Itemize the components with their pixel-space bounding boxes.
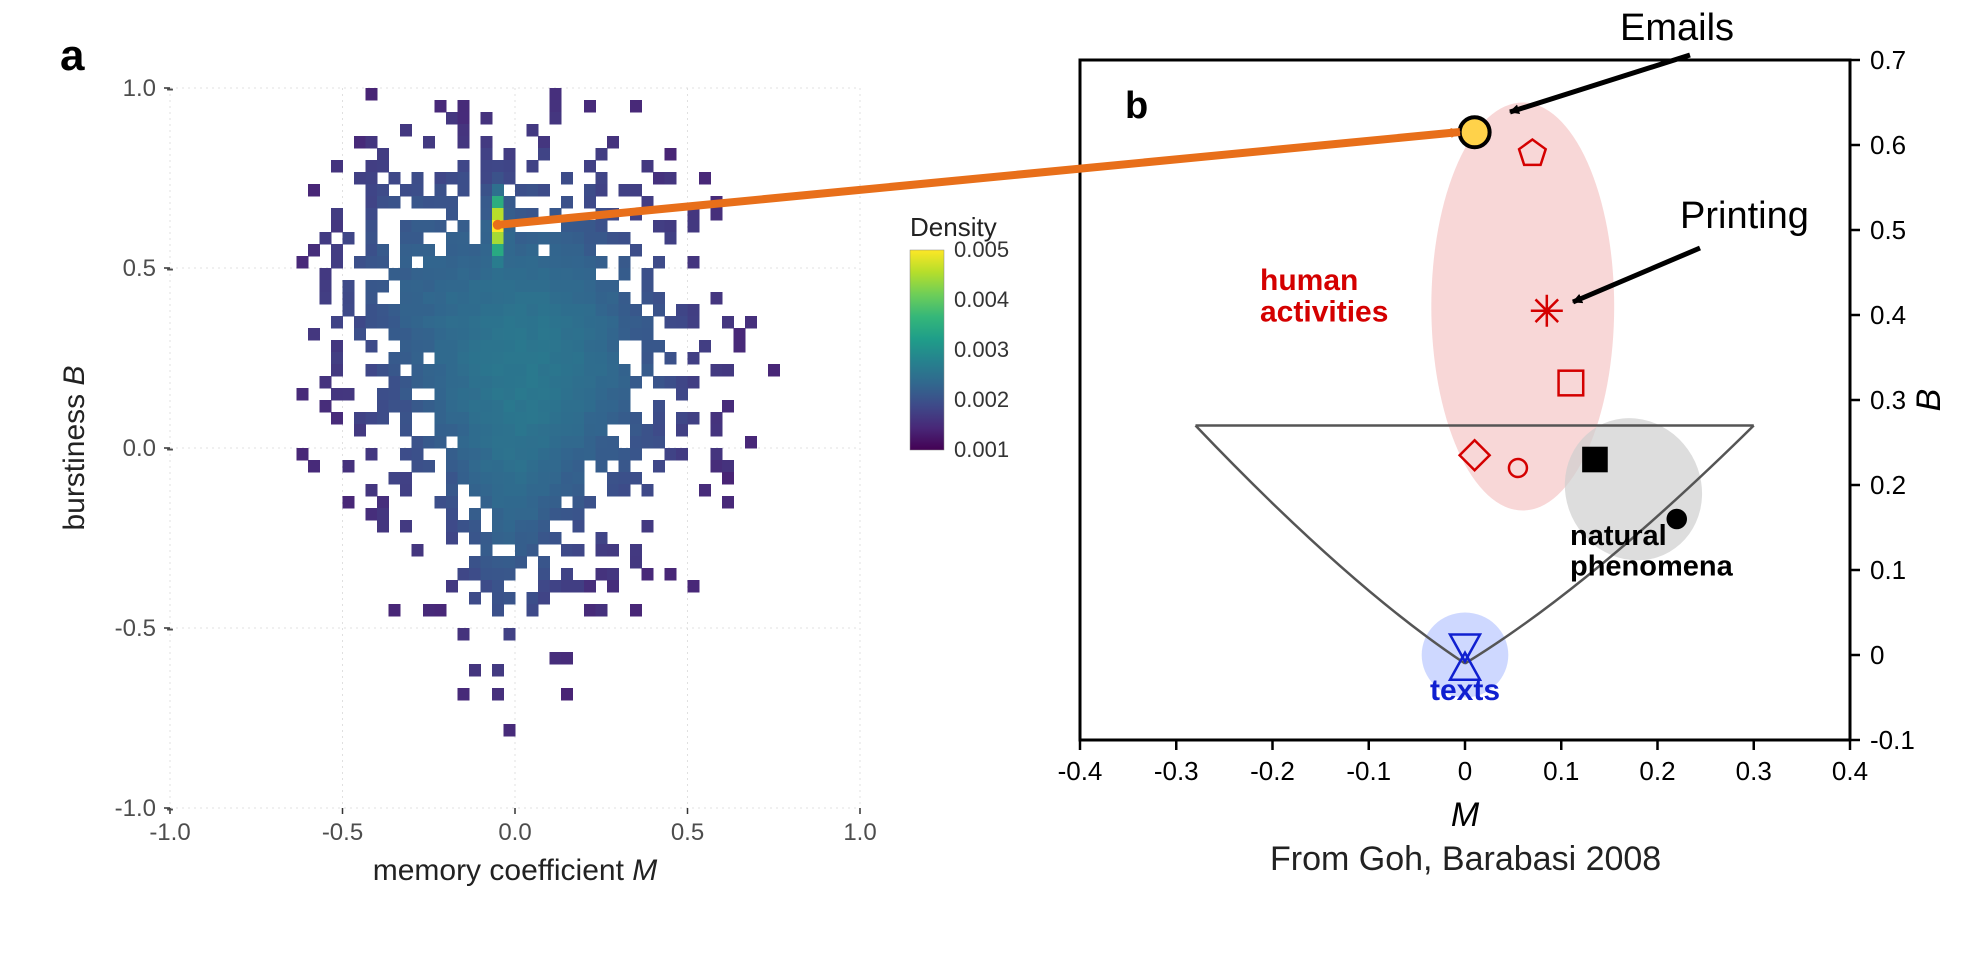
- point-circle-black: [1668, 510, 1686, 528]
- annotation-emails: Emails: [1620, 7, 1734, 49]
- svg-text:0.4: 0.4: [1870, 300, 1906, 330]
- annotation-printing: Printing: [1680, 195, 1809, 237]
- annotation-texts: texts: [1430, 674, 1500, 707]
- svg-text:-0.1: -0.1: [1870, 725, 1915, 755]
- legend-tick: 0.004: [954, 287, 1009, 312]
- svg-text:0.3: 0.3: [1870, 385, 1906, 415]
- legend-tick: 0.002: [954, 387, 1009, 412]
- svg-text:0.5: 0.5: [1870, 215, 1906, 245]
- svg-text:-: -: [166, 255, 174, 282]
- legend-tick: 0.001: [954, 437, 1009, 462]
- svg-text:0.5: 0.5: [123, 255, 156, 282]
- svg-text:0.2: 0.2: [1870, 470, 1906, 500]
- svg-text:-0.2: -0.2: [1250, 756, 1295, 786]
- svg-text:0.0: 0.0: [498, 819, 531, 846]
- panel-b-label: b: [1125, 85, 1148, 127]
- point-square-black: [1583, 448, 1606, 471]
- svg-text:0: 0: [1458, 756, 1472, 786]
- connector-origin: [493, 220, 503, 230]
- panel-a-label: a: [60, 31, 85, 80]
- annotation-natural-phenomena: phenomena: [1570, 550, 1734, 582]
- legend-tick: 0.005: [954, 237, 1009, 262]
- panel-a-xlabel: memory coefficient M: [373, 854, 658, 887]
- figure-svg: a-1.0-0.50.00.51.0-1.0--0.5-0.0-0.5-1.0-…: [0, 0, 1976, 957]
- panel-b-caption: From Goh, Barabasi 2008: [1270, 840, 1661, 878]
- svg-text:-: -: [166, 435, 174, 462]
- svg-text:-0.5: -0.5: [322, 819, 363, 846]
- svg-text:-0.1: -0.1: [1346, 756, 1391, 786]
- svg-text:0.5: 0.5: [671, 819, 704, 846]
- svg-text:0.0: 0.0: [123, 435, 156, 462]
- svg-text:0.7: 0.7: [1870, 45, 1906, 75]
- svg-text:1.0: 1.0: [843, 819, 876, 846]
- annotation-natural-phenomena: natural: [1570, 520, 1667, 552]
- svg-text:-: -: [166, 615, 174, 642]
- svg-text:0: 0: [1870, 640, 1884, 670]
- panel-a-ylabel: burstiness B: [58, 365, 91, 530]
- svg-text:0.3: 0.3: [1736, 756, 1772, 786]
- panel-b-ylabel: B: [1910, 389, 1948, 412]
- svg-text:0.1: 0.1: [1543, 756, 1579, 786]
- svg-text:-0.3: -0.3: [1154, 756, 1199, 786]
- svg-text:-: -: [166, 795, 174, 822]
- figure-root: a-1.0-0.50.00.51.0-1.0--0.5-0.0-0.5-1.0-…: [0, 0, 1976, 957]
- svg-text:-1.0: -1.0: [115, 795, 156, 822]
- svg-text:-: -: [166, 75, 174, 102]
- svg-text:0.1: 0.1: [1870, 555, 1906, 585]
- svg-text:-0.4: -0.4: [1058, 756, 1103, 786]
- annotation-human-activities: human: [1260, 264, 1358, 297]
- panel-b-xlabel: M: [1451, 796, 1480, 834]
- svg-text:0.2: 0.2: [1639, 756, 1675, 786]
- svg-text:-1.0: -1.0: [149, 819, 190, 846]
- legend-colorbar: [910, 250, 944, 450]
- annotation-human-activities: activities: [1260, 296, 1388, 329]
- panel-a-heatmap: [297, 88, 781, 737]
- svg-text:-0.5: -0.5: [115, 615, 156, 642]
- svg-text:0.6: 0.6: [1870, 130, 1906, 160]
- legend-tick: 0.003: [954, 337, 1009, 362]
- point-emails-highlight: [1460, 117, 1490, 147]
- svg-text:0.4: 0.4: [1832, 756, 1868, 786]
- svg-text:1.0: 1.0: [123, 75, 156, 102]
